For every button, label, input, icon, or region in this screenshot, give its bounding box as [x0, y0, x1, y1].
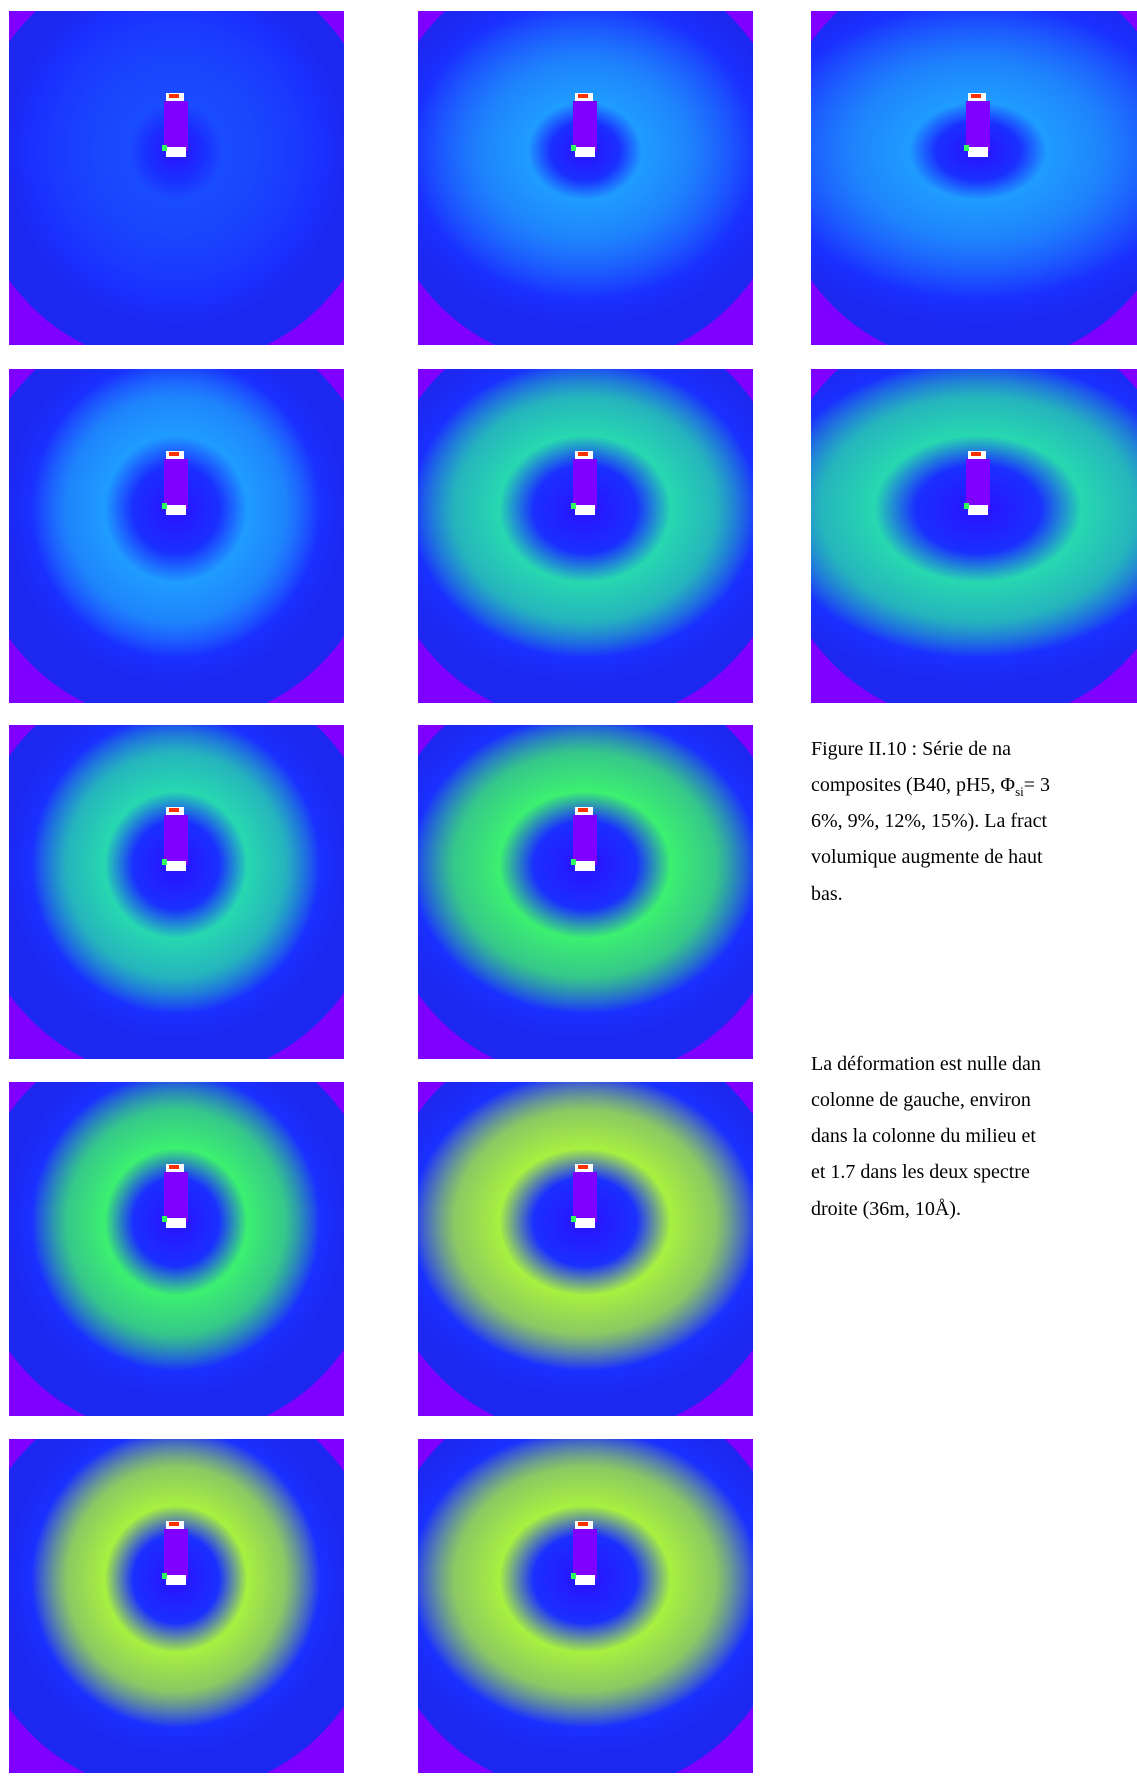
- caption-text: composites (B40, pH5, Φ: [811, 774, 1015, 796]
- caption-line: 6%, 9%, 12%, 15%). La fract: [811, 810, 1047, 833]
- sans-image: [418, 1439, 753, 1773]
- paragraph-line: et 1.7 dans les deux spectre: [811, 1161, 1030, 1184]
- sans-image: [418, 11, 753, 345]
- paragraph-line: droite (36m, 10Å).: [811, 1198, 961, 1221]
- sans-image: [9, 11, 344, 345]
- caption-text: volumique augmente de haut: [811, 846, 1043, 868]
- page: Figure II.10 : Série de na composites (B4…: [0, 0, 1137, 1776]
- sans-image: [811, 11, 1137, 345]
- sans-image: [9, 369, 344, 703]
- sans-image: [418, 369, 753, 703]
- paragraph-line: dans la colonne du milieu et: [811, 1125, 1036, 1148]
- sans-image: [9, 725, 344, 1059]
- caption-text: bas.: [811, 883, 843, 905]
- caption-line: bas.: [811, 883, 843, 906]
- caption-text: Figure II.10 : Série de na: [811, 738, 1011, 760]
- caption-text: = 3: [1024, 774, 1050, 796]
- sans-image: [418, 1082, 753, 1416]
- caption-line: Figure II.10 : Série de na: [811, 738, 1011, 761]
- paragraph-line: La déformation est nulle dan: [811, 1053, 1041, 1076]
- sans-image: [811, 369, 1137, 703]
- caption-line: volumique augmente de haut: [811, 846, 1043, 869]
- sans-image: [9, 1082, 344, 1416]
- sans-image: [418, 725, 753, 1059]
- sans-image: [9, 1439, 344, 1773]
- caption-text: 6%, 9%, 12%, 15%). La fract: [811, 810, 1047, 832]
- caption-text: si: [1015, 784, 1024, 799]
- paragraph-line: colonne de gauche, environ: [811, 1089, 1031, 1112]
- caption-line: composites (B40, pH5, Φsi= 3: [811, 774, 1050, 800]
